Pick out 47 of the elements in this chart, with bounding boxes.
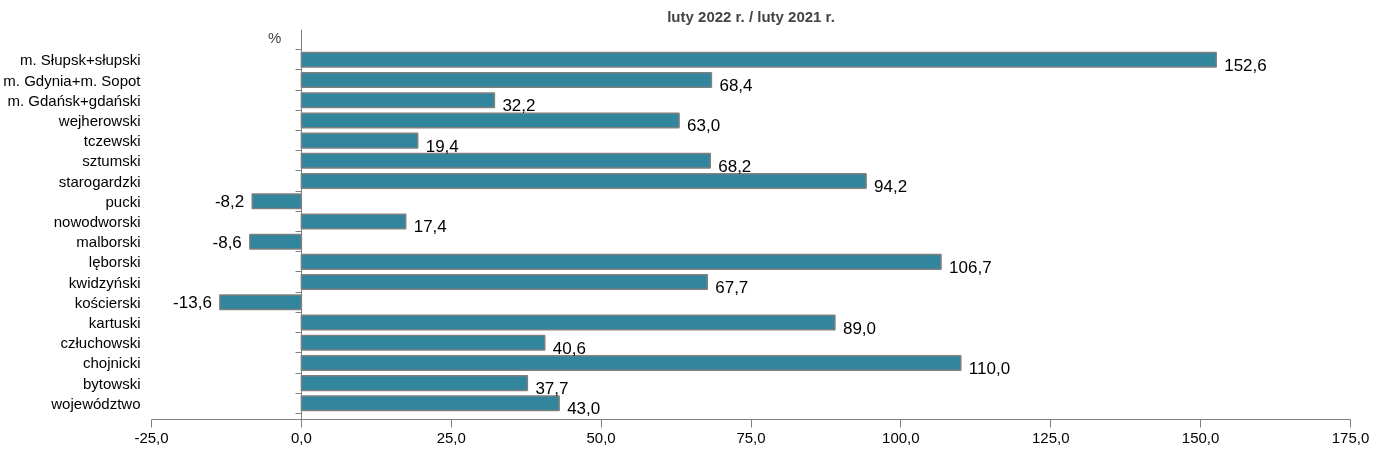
y-tick-label: bytowski (82, 374, 141, 392)
x-tick-label: 175,0 (1331, 428, 1370, 446)
data-label: 40,6 (552, 338, 586, 358)
y-tick-label: nowodworski (53, 212, 141, 230)
y-tick-label: m. Gdynia+m. Sopot (3, 71, 142, 89)
x-tick-label: 0,0 (290, 428, 312, 446)
data-label: 89,0 (842, 318, 877, 338)
data-label: 17,4 (413, 217, 447, 237)
y-tick-label: kościerski (74, 293, 141, 311)
data-label: 19,4 (425, 136, 459, 156)
y-tick-label: wejherowski (57, 111, 141, 129)
data-label: 67,7 (715, 278, 749, 298)
y-tick-label: lęborski (88, 253, 141, 271)
x-tick-label: 100,0 (882, 428, 920, 446)
x-tick-label: -25,0 (134, 428, 169, 446)
x-tick-label: 75,0 (736, 428, 766, 446)
data-label: 68,4 (719, 76, 753, 96)
data-label: -8,6 (212, 232, 242, 252)
y-tick-label: malborski (76, 233, 141, 251)
y-tick-label: m. Słupsk+słupski (20, 51, 141, 69)
y-tick-label: sztumski (82, 152, 141, 170)
y-tick-label: województwo (50, 394, 141, 412)
y-tick-label: m. Gdańsk+gdański (7, 91, 141, 109)
data-label: 94,2 (874, 177, 908, 197)
x-tick-label: 125,0 (1031, 428, 1070, 446)
data-label: 63,0 (687, 116, 721, 136)
y-tick-label: kwidzyński (68, 273, 141, 291)
data-label: 37,7 (535, 379, 569, 399)
x-tick-label: 25,0 (436, 428, 466, 446)
annotation: % (268, 28, 282, 46)
x-tick-label: 50,0 (586, 428, 616, 446)
data-label: -13,6 (173, 293, 212, 313)
x-tick-label: 150,0 (1181, 428, 1220, 446)
chart-title: luty 2022 r. / luty 2021 r. (667, 7, 835, 25)
data-label: 152,6 (1224, 55, 1267, 75)
data-label: 110,0 (968, 358, 1011, 378)
data-label: -8,2 (214, 192, 245, 212)
y-tick-label: tczewski (83, 132, 141, 150)
y-tick-label: kartuski (88, 314, 141, 332)
y-tick-label: pucki (105, 192, 141, 210)
data-label: 106,7 (949, 257, 992, 277)
y-tick-label: chojnicki (82, 354, 141, 372)
data-label: 43,0 (567, 399, 601, 419)
data-label: 32,2 (502, 96, 536, 116)
y-tick-label: człuchowski (60, 334, 141, 352)
data-label: 68,2 (718, 156, 752, 176)
y-tick-label: starogardzki (58, 172, 141, 190)
